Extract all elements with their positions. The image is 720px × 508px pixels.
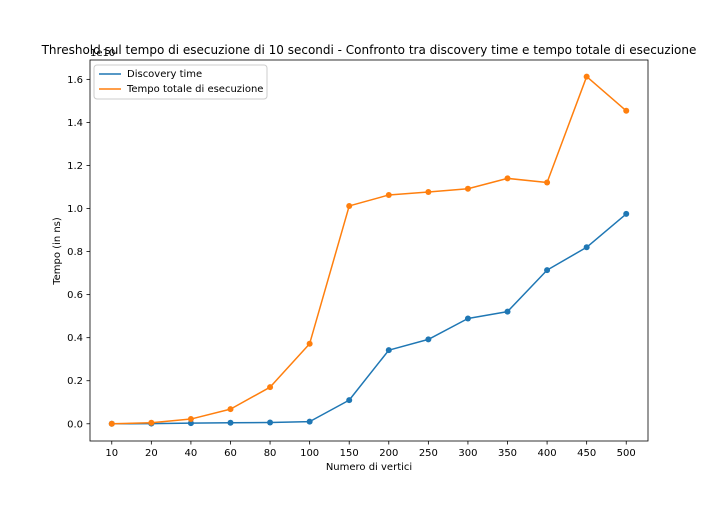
- data-point-discovery-time-150: [346, 397, 353, 404]
- x-tick-label: 300: [458, 448, 477, 459]
- y-tick-label: 1.2: [67, 161, 83, 172]
- data-point-tempo-totale-di-esecuzione-500: [623, 107, 630, 114]
- x-tick-label: 40: [185, 448, 198, 459]
- data-point-tempo-totale-di-esecuzione-300: [464, 185, 471, 192]
- data-point-tempo-totale-di-esecuzione-60: [227, 406, 234, 413]
- data-point-tempo-totale-di-esecuzione-10: [108, 420, 115, 427]
- data-point-tempo-totale-di-esecuzione-150: [346, 202, 353, 209]
- x-tick-label: 100: [300, 448, 319, 459]
- plot-frame: [89, 59, 649, 442]
- x-tick-label: 250: [419, 448, 438, 459]
- data-point-tempo-totale-di-esecuzione-80: [267, 384, 274, 391]
- data-point-discovery-time-400: [544, 267, 551, 274]
- data-point-discovery-time-250: [425, 336, 432, 343]
- x-tick-label: 400: [538, 448, 557, 459]
- legend: Discovery time Tempo totale di esecuzion…: [93, 64, 268, 100]
- series-line-tempo-totale-di-esecuzione: [111, 75, 627, 425]
- data-point-tempo-totale-di-esecuzione-100: [306, 340, 313, 347]
- legend-frame: [93, 64, 268, 100]
- y-tick-label: 1.0: [67, 204, 83, 215]
- x-tick-label: 200: [379, 448, 398, 459]
- y-tick-label: 0.2: [67, 376, 83, 387]
- x-tick-label: 20: [145, 448, 158, 459]
- x-tick-label: 150: [340, 448, 359, 459]
- data-point-tempo-totale-di-esecuzione-250: [425, 188, 432, 195]
- x-tick-label: 500: [617, 448, 636, 459]
- data-point-discovery-time-100: [306, 418, 313, 425]
- data-point-discovery-time-60: [227, 419, 234, 426]
- y-offset-label: 1e10: [90, 48, 115, 59]
- data-point-tempo-totale-di-esecuzione-400: [544, 179, 551, 186]
- series-line-discovery-time: [111, 213, 627, 425]
- plot-area: 10 20 40 60 80 100 150 200 250 300 350 400 450 500 0.0…: [67, 59, 649, 459]
- data-point-discovery-time-300: [464, 315, 471, 322]
- y-axis-label: Tempo (in ns): [52, 217, 63, 286]
- data-point-discovery-time-500: [623, 210, 630, 217]
- data-point-discovery-time-200: [385, 347, 392, 354]
- x-tick-label: 350: [498, 448, 517, 459]
- data-point-tempo-totale-di-esecuzione-200: [385, 191, 392, 198]
- y-tick-label: 1.4: [67, 118, 83, 129]
- x-tick-label: 450: [577, 448, 596, 459]
- x-tick-label: 80: [264, 448, 277, 459]
- y-tick-label: 0.4: [67, 333, 83, 344]
- data-point-discovery-time-450: [583, 244, 590, 251]
- y-tick-label: 0.8: [67, 247, 83, 258]
- x-tick-label: 60: [224, 448, 237, 459]
- y-tick-label: 1.6: [67, 75, 83, 86]
- data-point-tempo-totale-di-esecuzione-20: [148, 419, 155, 426]
- legend-label-discovery-time: Discovery time: [127, 69, 202, 80]
- x-tick-label: 10: [105, 448, 118, 459]
- data-point-discovery-time-350: [504, 308, 511, 315]
- data-point-discovery-time-80: [267, 419, 274, 426]
- y-tick-label: 0.0: [67, 419, 83, 430]
- y-tick-label: 0.6: [67, 290, 83, 301]
- data-point-tempo-totale-di-esecuzione-40: [187, 416, 194, 423]
- legend-label-tempo-totale: Tempo totale di esecuzione: [126, 84, 263, 95]
- data-point-tempo-totale-di-esecuzione-450: [583, 73, 590, 80]
- data-point-tempo-totale-di-esecuzione-350: [504, 175, 511, 182]
- x-axis-label: Numero di vertici: [326, 462, 412, 473]
- chart-title: Threshold sul tempo di esecuzione di 10 …: [41, 43, 697, 57]
